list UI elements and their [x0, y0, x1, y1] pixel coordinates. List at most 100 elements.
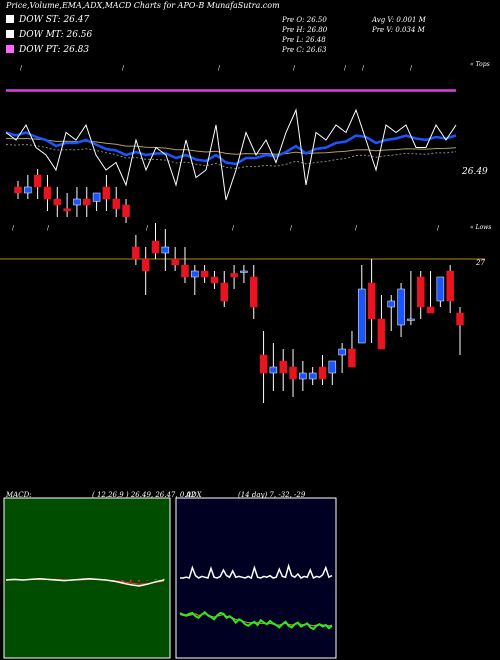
candle — [210, 271, 219, 289]
candle-body — [24, 186, 32, 194]
candle — [279, 349, 287, 391]
candle-body — [151, 240, 160, 254]
candle — [426, 271, 435, 314]
low-tick-6: / — [437, 225, 440, 232]
top-tick-1: / — [122, 65, 125, 72]
legend-dow-pt-label: DOW PT: 26.83 — [19, 45, 90, 55]
candle-body — [387, 300, 395, 308]
candle-body — [377, 318, 386, 350]
adx-title: ADX — [186, 491, 202, 499]
tops-label: « Tops — [470, 61, 490, 68]
candle — [33, 169, 42, 199]
adx-subtitle: (14 day) 7, -32, -29 — [238, 491, 306, 499]
candle-body — [348, 348, 356, 368]
candle-body — [397, 288, 405, 326]
candle — [367, 259, 376, 343]
stat-close: Pre C: 26.63 — [282, 46, 327, 54]
candle — [269, 343, 278, 391]
legend-dow-pt: DOW PT: 26.83 — [6, 45, 89, 55]
legend-dow-mt-label: DOW MT: 26.56 — [19, 30, 93, 40]
candle — [249, 265, 258, 319]
candle — [397, 283, 405, 337]
top-tick-4: / — [344, 65, 347, 72]
candle — [191, 265, 199, 295]
low-tick-1: / — [47, 225, 50, 232]
top-tick-5: / — [362, 65, 365, 72]
low-tick-2: / — [146, 225, 149, 232]
candle-body — [279, 360, 287, 374]
candle — [141, 247, 150, 295]
candle — [416, 271, 425, 319]
candle-body — [328, 360, 337, 374]
top-tick-0: / — [20, 65, 23, 72]
candle — [259, 331, 268, 403]
candle-body — [308, 372, 317, 380]
candle — [328, 360, 337, 385]
candle-body — [249, 276, 258, 308]
candle — [240, 265, 248, 283]
low-tick-4: / — [290, 225, 293, 232]
stat-avg-volume: Avg V: 0.001 M — [372, 16, 426, 24]
candle-body — [289, 366, 297, 380]
stat-pre-volume: Pre V: 0.034 M — [372, 26, 425, 34]
di-line — [179, 610, 333, 631]
candle-body — [426, 306, 435, 314]
candle-body — [171, 258, 179, 266]
candle-body — [358, 288, 366, 344]
candle — [122, 199, 130, 223]
candle-body — [161, 246, 170, 254]
ema-line-dotted — [5, 143, 457, 170]
candle-body — [122, 204, 130, 218]
candle-body — [83, 198, 91, 206]
candle — [63, 193, 71, 217]
candle-body — [220, 282, 229, 302]
legend-dow-mt: DOW MT: 26.56 — [6, 30, 92, 40]
price-label: 26.49 — [462, 167, 488, 177]
candle-body — [407, 318, 415, 321]
candle-body — [436, 276, 445, 302]
candle-body — [240, 270, 248, 273]
lows-label: « Lows — [470, 224, 492, 231]
candle-body — [53, 198, 62, 206]
legend-dow-st: DOW ST: 26.47 — [6, 15, 89, 25]
candle-body — [181, 264, 189, 278]
candle-body — [132, 246, 140, 260]
macd-subtitle: ( 12,26,9 ) 26.49, 26.47, 0.02 — [92, 491, 196, 499]
candle-body — [456, 312, 464, 326]
candle-body — [299, 372, 307, 380]
candle — [24, 175, 32, 199]
candle-body — [141, 258, 150, 272]
level-label: 27 — [476, 259, 485, 267]
candle-body — [102, 186, 111, 200]
candle-body — [14, 186, 22, 194]
candle — [230, 265, 238, 289]
candle — [200, 265, 209, 283]
candle — [299, 361, 307, 391]
candle-body — [210, 276, 219, 284]
stat-high: Pre H: 26.80 — [282, 26, 328, 34]
candle-body — [367, 282, 376, 320]
macd-panel — [3, 497, 171, 659]
candle — [43, 175, 52, 211]
legend-dow-st-label: DOW ST: 26.47 — [19, 15, 90, 25]
macd-line — [5, 578, 165, 587]
candle-body — [318, 366, 327, 380]
candle — [53, 187, 62, 217]
candle — [161, 229, 170, 271]
candle-body — [269, 366, 278, 374]
candle — [171, 247, 179, 271]
candle — [83, 187, 91, 217]
candle — [407, 271, 415, 325]
candle-body — [200, 270, 209, 278]
candle — [73, 187, 81, 217]
candle — [220, 271, 229, 307]
adx-panel — [175, 497, 337, 659]
top-tick-2: / — [218, 65, 221, 72]
candle — [151, 223, 160, 259]
candle-body — [43, 186, 52, 200]
candle-body — [230, 273, 238, 278]
legend-swatch-mt — [6, 30, 14, 38]
candle-body — [191, 270, 199, 278]
candle — [358, 265, 366, 344]
